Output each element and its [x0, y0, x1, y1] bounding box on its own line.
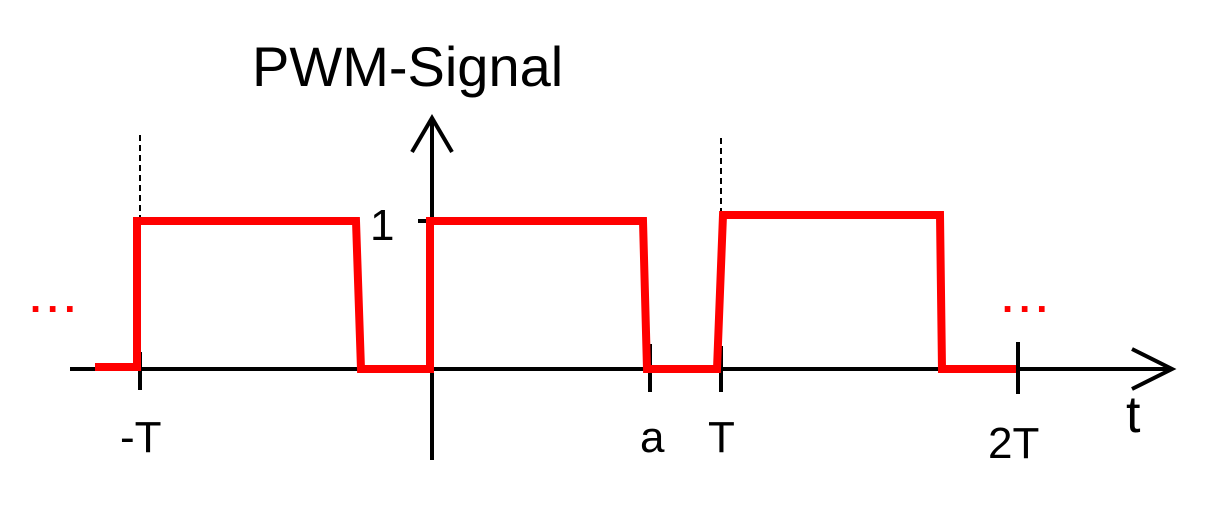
x-tick-label-t: T [708, 413, 735, 462]
x-tick-label-minus-t: -T [120, 413, 162, 462]
x-tick-label-a: a [640, 413, 665, 462]
y-tick-label-1: 1 [370, 201, 394, 250]
pwm-signal [95, 211, 1016, 373]
x-axis-arrowhead [1131, 347, 1177, 391]
x-axis-name: t [1126, 386, 1141, 444]
continuation-dots-right: ... [1002, 277, 1053, 321]
continuation-dots-left: ... [30, 277, 81, 321]
y-axis-arrowhead [410, 114, 454, 154]
diagram-title: PWM-Signal [252, 35, 563, 98]
x-tick-label-2t: 2T [988, 419, 1039, 468]
